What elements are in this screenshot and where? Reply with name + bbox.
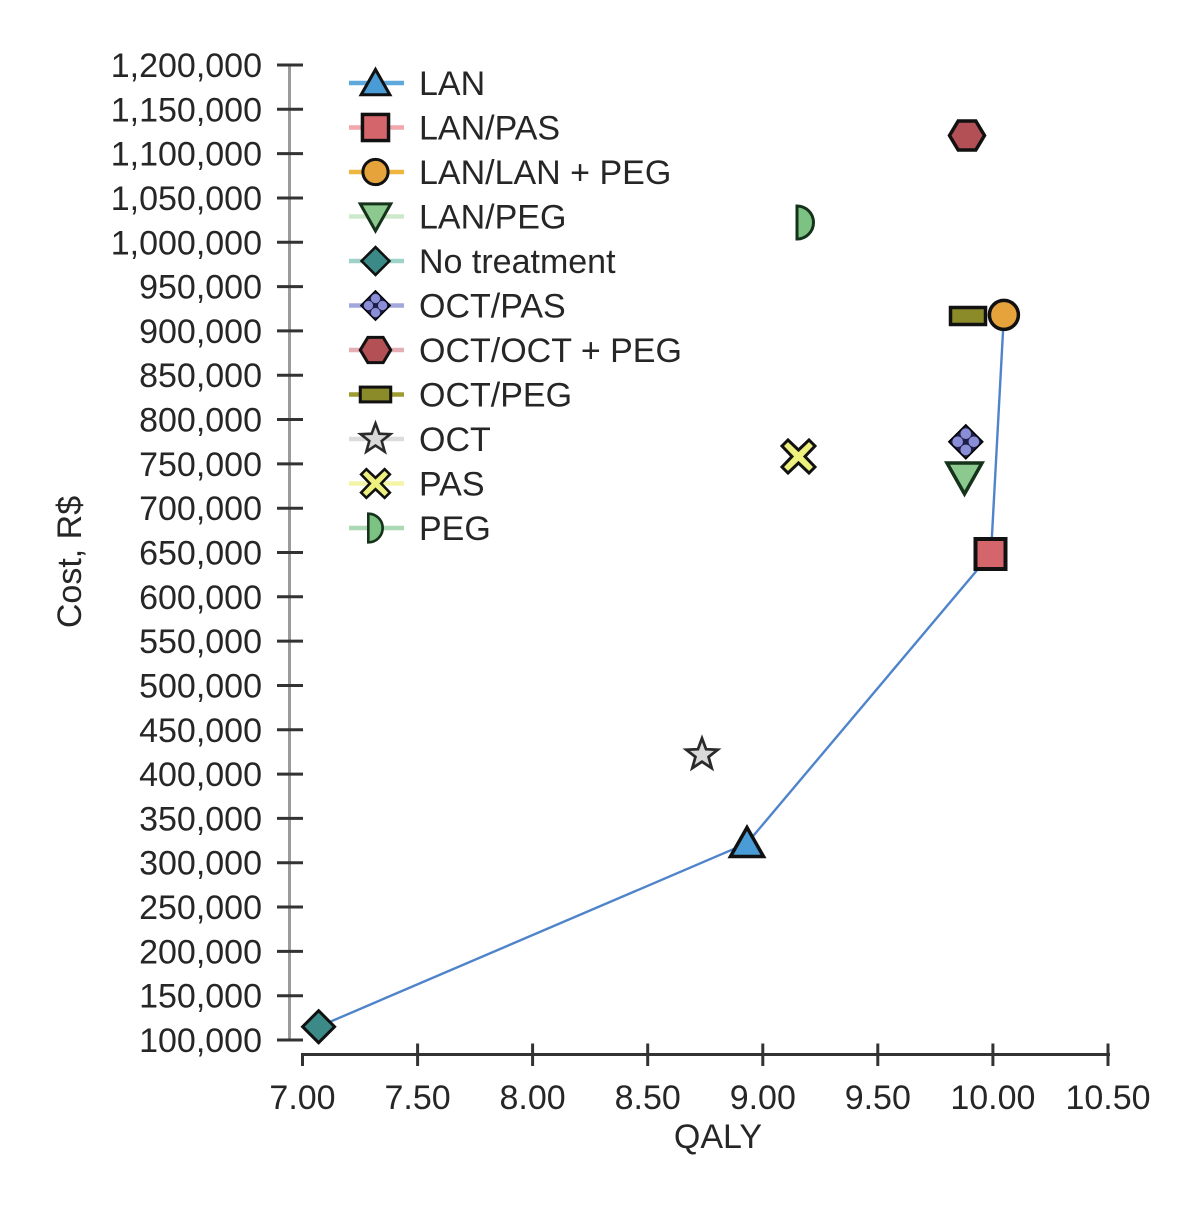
svg-text:100,000: 100,000 (139, 1022, 262, 1060)
svg-text:1,150,000: 1,150,000 (111, 91, 262, 129)
svg-text:8.00: 8.00 (500, 1079, 566, 1117)
svg-text:450,000: 450,000 (139, 712, 262, 750)
svg-text:10.50: 10.50 (1065, 1079, 1150, 1117)
svg-text:250,000: 250,000 (139, 889, 262, 927)
svg-text:No treatment: No treatment (419, 243, 616, 281)
svg-text:400,000: 400,000 (139, 756, 262, 794)
svg-text:OCT/PAS: OCT/PAS (419, 288, 566, 326)
svg-text:800,000: 800,000 (139, 402, 262, 440)
svg-text:300,000: 300,000 (139, 845, 262, 883)
svg-text:OCT: OCT (419, 421, 491, 459)
svg-text:850,000: 850,000 (139, 357, 262, 395)
svg-text:550,000: 550,000 (139, 623, 262, 661)
svg-text:900,000: 900,000 (139, 313, 262, 351)
svg-text:Cost, R$: Cost, R$ (51, 496, 89, 628)
svg-text:1,200,000: 1,200,000 (111, 47, 262, 85)
svg-text:OCT/PEG: OCT/PEG (419, 377, 572, 415)
svg-text:950,000: 950,000 (139, 269, 262, 307)
svg-text:LAN/PEG: LAN/PEG (419, 199, 566, 237)
svg-text:LAN: LAN (419, 65, 485, 103)
svg-text:1,050,000: 1,050,000 (111, 180, 262, 218)
svg-text:PEG: PEG (419, 510, 491, 548)
svg-text:9.00: 9.00 (730, 1079, 796, 1117)
svg-text:650,000: 650,000 (139, 535, 262, 573)
svg-text:600,000: 600,000 (139, 579, 262, 617)
svg-text:500,000: 500,000 (139, 668, 262, 706)
svg-text:PAS: PAS (419, 466, 485, 504)
svg-text:1,100,000: 1,100,000 (111, 136, 262, 174)
svg-text:350,000: 350,000 (139, 800, 262, 838)
svg-text:750,000: 750,000 (139, 446, 262, 484)
svg-text:LAN/PAS: LAN/PAS (419, 110, 560, 148)
svg-text:8.50: 8.50 (615, 1079, 681, 1117)
svg-text:LAN/LAN + PEG: LAN/LAN + PEG (419, 154, 671, 192)
svg-text:9.50: 9.50 (845, 1079, 911, 1117)
svg-text:1,000,000: 1,000,000 (111, 224, 262, 262)
svg-text:7.00: 7.00 (269, 1079, 335, 1117)
svg-text:150,000: 150,000 (139, 978, 262, 1016)
svg-text:7.50: 7.50 (385, 1079, 451, 1117)
svg-text:200,000: 200,000 (139, 933, 262, 971)
svg-text:OCT/OCT + PEG: OCT/OCT + PEG (419, 332, 682, 370)
svg-text:10.00: 10.00 (950, 1079, 1035, 1117)
svg-text:QALY: QALY (674, 1118, 762, 1156)
svg-text:700,000: 700,000 (139, 490, 262, 528)
